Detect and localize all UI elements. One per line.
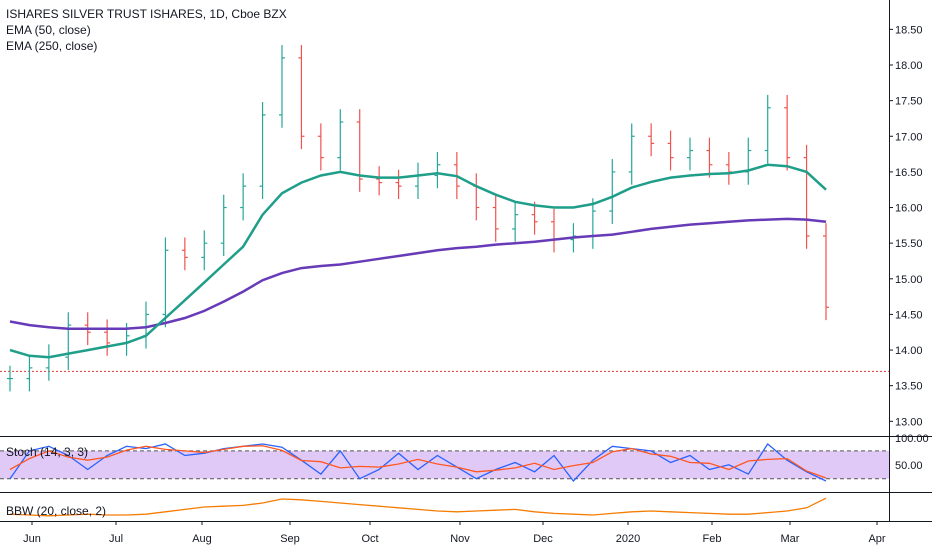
time-tick-label: Dec bbox=[533, 533, 553, 545]
bbw-label: BBW (20, close, 2) bbox=[6, 504, 106, 518]
time-tick-label: 2020 bbox=[616, 533, 640, 545]
price-tick-label: 16.00 bbox=[895, 203, 923, 215]
ema-250-line bbox=[9, 217, 827, 330]
time-tick-label: Sep bbox=[280, 533, 300, 545]
chart-legend: ISHARES SILVER TRUST ISHARES, 1D, Cboe B… bbox=[6, 6, 287, 54]
bbw-pane bbox=[9, 497, 827, 517]
price-tick-label: 13.00 bbox=[895, 416, 923, 428]
stoch-tick-100: 100.00 bbox=[895, 433, 929, 445]
price-tick-label: 15.50 bbox=[895, 238, 923, 250]
price-axis[interactable]: 13.00 13.50 14.00 14.50 15.00 15.50 16.00 16.50… bbox=[889, 24, 923, 428]
price-tick-label: 14.50 bbox=[895, 309, 923, 321]
stoch-d-line bbox=[9, 445, 827, 479]
price-tick-label: 14.00 bbox=[895, 345, 923, 357]
price-tick-label: 16.50 bbox=[895, 167, 923, 179]
time-axis[interactable]: Jun Jul Aug Sep Oct Nov Dec 2020 Feb Mar Apr bbox=[23, 521, 886, 545]
ema-50-line bbox=[9, 163, 827, 359]
time-tick-label: Apr bbox=[868, 533, 885, 545]
time-tick-label: Mar bbox=[781, 533, 800, 545]
time-tick-label: Feb bbox=[703, 533, 722, 545]
legend-ema-250: EMA (250, close) bbox=[6, 39, 98, 53]
time-tick-label: Jul bbox=[109, 533, 123, 545]
time-tick-label: Oct bbox=[361, 533, 378, 545]
price-tick-label: 15.00 bbox=[895, 274, 923, 286]
bbw-line bbox=[9, 497, 827, 517]
time-tick-label: Nov bbox=[450, 533, 470, 545]
price-tick-label: 18.50 bbox=[895, 24, 923, 36]
price-tick-label: 17.50 bbox=[895, 96, 923, 108]
pane-frames bbox=[0, 0, 932, 522]
stoch-pane bbox=[0, 443, 889, 483]
price-tick-label: 13.50 bbox=[895, 381, 923, 393]
time-tick-label: Jun bbox=[23, 533, 41, 545]
stoch-label: Stoch (14, 3, 3) bbox=[6, 445, 88, 459]
legend-ema-50: EMA (50, close) bbox=[6, 23, 91, 37]
stoch-tick-50: 50.00 bbox=[895, 460, 923, 472]
legend-symbol-title: ISHARES SILVER TRUST ISHARES, 1D, Cboe B… bbox=[6, 7, 287, 21]
stoch-k-line bbox=[9, 443, 827, 483]
price-tick-label: 17.00 bbox=[895, 131, 923, 143]
time-tick-label: Aug bbox=[192, 533, 212, 545]
price-pane bbox=[0, 45, 889, 392]
price-tick-label: 18.00 bbox=[895, 60, 923, 72]
